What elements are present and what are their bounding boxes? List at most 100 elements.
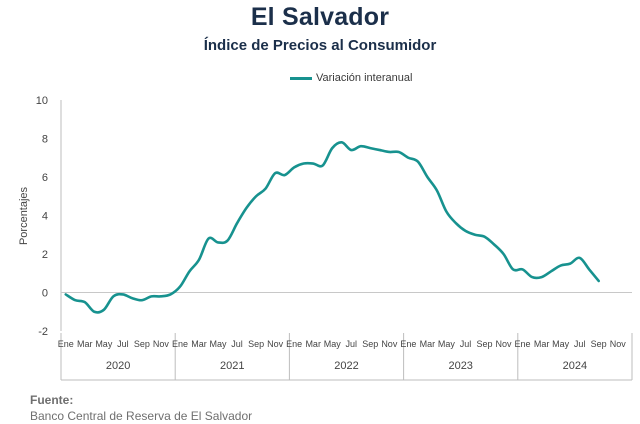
legend-line-swatch — [290, 76, 312, 80]
series-layer — [64, 141, 600, 314]
data-point — [340, 141, 343, 144]
data-point — [103, 309, 106, 312]
y-tick-label: 0 — [42, 288, 48, 300]
y-tick-label: 8 — [42, 134, 48, 146]
data-point — [464, 230, 467, 233]
x-tick-label: Jul — [231, 339, 243, 349]
data-point — [150, 295, 153, 298]
y-tick-label: 4 — [42, 211, 48, 223]
x-tick-label: Mar — [305, 339, 321, 349]
data-point — [160, 295, 163, 298]
y-tick-label: -2 — [38, 326, 48, 338]
x-tick-label: May — [210, 339, 228, 349]
data-point — [112, 295, 115, 298]
data-point — [245, 207, 248, 210]
data-point — [388, 151, 391, 154]
data-point — [274, 172, 277, 175]
data-point — [379, 149, 382, 152]
data-point — [122, 293, 125, 296]
data-point — [207, 237, 210, 240]
data-point — [445, 210, 448, 213]
data-point — [302, 162, 305, 165]
x-tick-label: May — [552, 339, 570, 349]
data-point — [521, 268, 524, 271]
data-point — [559, 264, 562, 267]
x-tick-label: Mar — [191, 339, 207, 349]
data-point — [550, 270, 553, 273]
x-tick-label: Sep — [248, 339, 264, 349]
x-tick-label: Ene — [400, 339, 416, 349]
data-point — [483, 235, 486, 238]
data-point — [493, 243, 496, 246]
data-point — [417, 160, 420, 163]
x-year-label: 2023 — [448, 360, 472, 372]
data-point — [502, 253, 505, 256]
data-point — [131, 297, 134, 300]
data-point — [331, 147, 334, 150]
data-point — [350, 149, 353, 152]
x-year-label: 2022 — [334, 360, 358, 372]
x-year-label: 2020 — [106, 360, 130, 372]
data-point — [179, 285, 182, 288]
x-tick-label: Ene — [515, 339, 531, 349]
x-tick-label: Ene — [172, 339, 188, 349]
x-tick-label: Sep — [591, 339, 607, 349]
data-point — [597, 280, 600, 283]
x-tick-label: Sep — [362, 339, 378, 349]
x-tick-label: Mar — [77, 339, 93, 349]
data-point — [293, 166, 296, 169]
x-tick-label: Ene — [286, 339, 302, 349]
data-point — [569, 262, 572, 265]
x-year-label: 2024 — [563, 360, 587, 372]
y-tick-label: 10 — [36, 95, 48, 107]
data-point — [540, 276, 543, 279]
data-point — [588, 268, 591, 271]
series-line-variacion-interanual — [64, 141, 600, 314]
data-point — [217, 241, 220, 244]
x-tick-label: Nov — [267, 339, 284, 349]
x-tick-label: Nov — [610, 339, 627, 349]
data-point — [141, 299, 144, 302]
data-point — [369, 147, 372, 150]
data-point — [255, 195, 258, 198]
data-point — [531, 276, 534, 279]
x-tick-label: Nov — [153, 339, 170, 349]
data-point — [198, 258, 201, 261]
data-point — [169, 293, 172, 296]
y-tick-label: 2 — [42, 249, 48, 261]
legend: Variación interanual — [290, 70, 412, 86]
data-point — [359, 145, 362, 148]
x-tick-label: Jul — [460, 339, 472, 349]
data-point — [455, 222, 458, 225]
x-tick-label: Nov — [496, 339, 513, 349]
y-tick-label: 6 — [42, 172, 48, 184]
x-tick-label: Jul — [117, 339, 129, 349]
legend-label: Variación interanual — [316, 72, 413, 84]
x-tick-label: Jul — [346, 339, 358, 349]
x-tick-label: Ene — [58, 339, 74, 349]
data-point — [188, 270, 191, 273]
chart-title: El Salvador — [250, 3, 390, 31]
data-point — [578, 257, 581, 260]
x-tick-label: Mar — [534, 339, 550, 349]
data-point — [264, 187, 267, 190]
x-tick-label: Sep — [476, 339, 492, 349]
y-axis-label: Porcentajes — [18, 186, 30, 245]
x-year-label: 2021 — [220, 360, 244, 372]
x-tick-label: May — [438, 339, 456, 349]
x-tick-label: Jul — [574, 339, 586, 349]
data-point — [474, 233, 477, 236]
data-point — [93, 310, 96, 313]
data-point — [83, 301, 86, 304]
x-tick-label: Nov — [381, 339, 398, 349]
data-point — [436, 189, 439, 192]
data-point — [312, 162, 315, 165]
source-label: Fuente: — [30, 393, 74, 407]
x-tick-label: May — [324, 339, 342, 349]
data-point — [283, 174, 286, 177]
data-point — [398, 151, 401, 154]
data-point — [407, 156, 410, 159]
x-tick-label: May — [95, 339, 113, 349]
